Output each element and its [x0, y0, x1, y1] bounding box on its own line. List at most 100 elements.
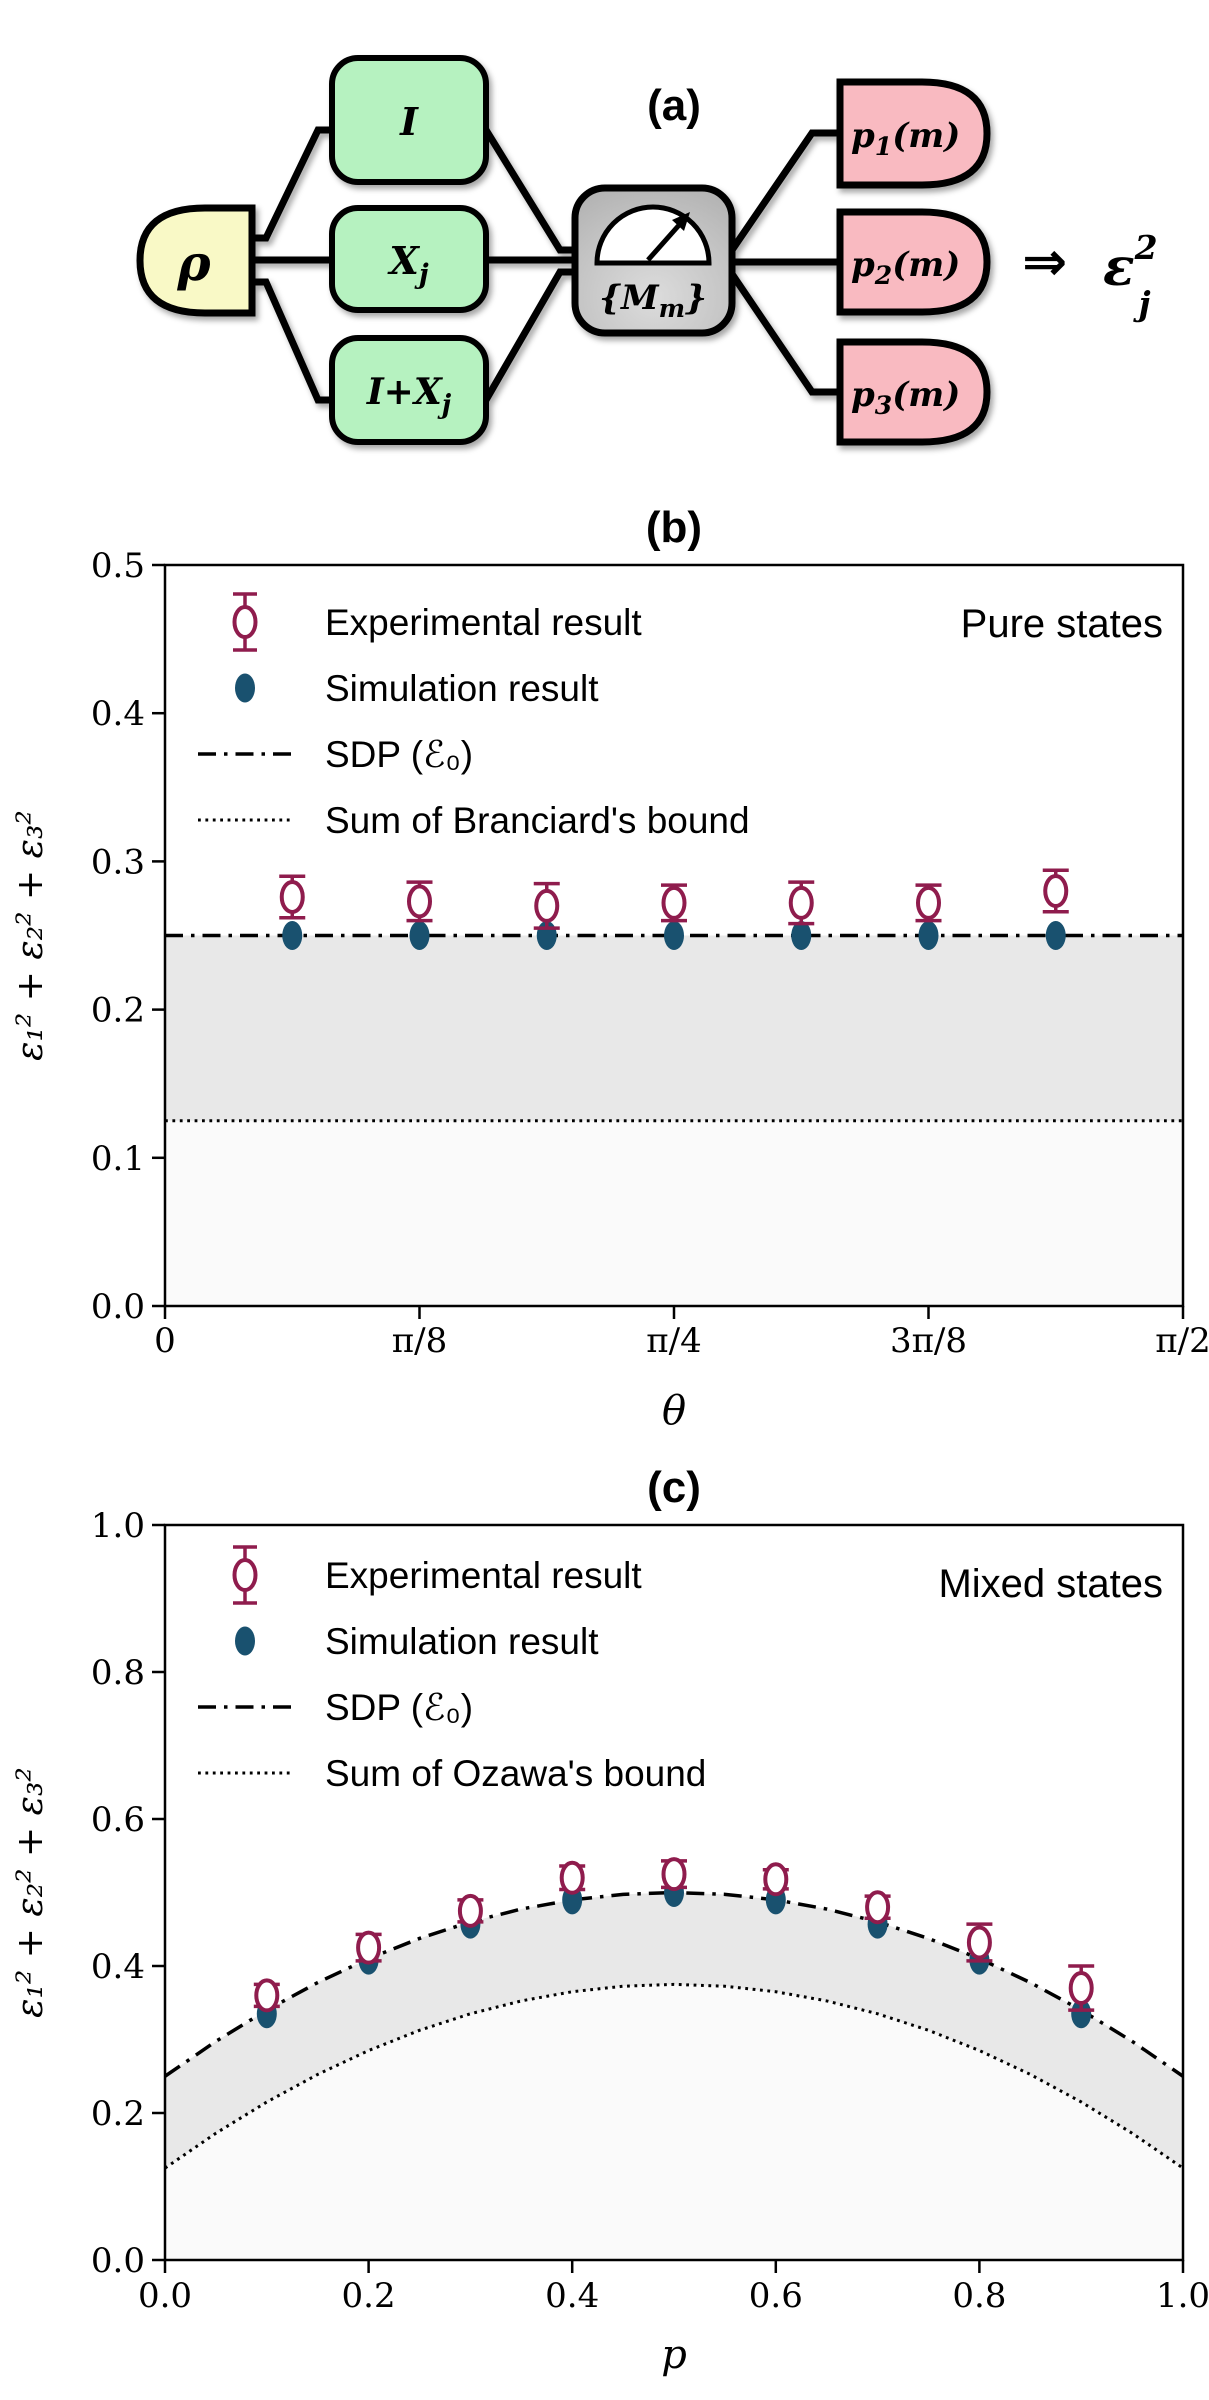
panel-a-title: (a)	[647, 81, 701, 130]
x-tick-label: π/8	[392, 1321, 447, 1361]
experimental-marker	[661, 885, 687, 920]
axis-title-x: θ	[662, 1388, 686, 1434]
panel-c-chart: 0.0 0.2 0.4 0.6 0.8 1.0 0.0 0.2 0.4 0.6 0.8 1.0 (c) M…	[10, 1463, 1209, 2378]
x-tick-label: 0.0	[138, 2276, 192, 2316]
simulation-marker	[918, 921, 939, 950]
legend-label: SDP (ℰ₀)	[325, 1687, 473, 1728]
y-tick-label: 0.0	[91, 1287, 145, 1327]
x-tick-label: 0.8	[952, 2276, 1006, 2316]
experimental-marker	[916, 885, 941, 920]
experimental-marker	[356, 1930, 382, 1965]
panel-b-chart: 0 π/8 π/4 3π/8 π/2 0.0 0.1 0.2 0.3 0.4 0.5 (b) Pure …	[10, 503, 1209, 1434]
detector-p3-label: p3(m)	[851, 375, 960, 420]
result-epsilon-label: ε2 j	[1103, 228, 1158, 323]
legend-item-dot: Simulation result	[235, 668, 599, 709]
panel-title: (c)	[647, 1463, 701, 1512]
gate-ixj-label: I+Xj	[366, 371, 452, 420]
y-tick-label: 0.4	[91, 694, 145, 734]
experimental-marker	[763, 1862, 789, 1897]
legend-experimental-marker	[232, 1558, 258, 1592]
measurement-label: {Mm}	[599, 278, 707, 323]
corner-label: Mixed states	[938, 1562, 1163, 1606]
corner-label: Pure states	[961, 602, 1163, 646]
experimental-marker	[966, 1925, 992, 1960]
axis-title-y: ε₁² + ε₂² + ε₃²	[10, 810, 51, 1061]
simulation-marker	[664, 921, 684, 950]
gate-xj-label: Xj	[387, 238, 428, 290]
shaded-region-between	[165, 935, 1183, 1121]
x-tick-label: 0.2	[342, 2276, 396, 2316]
y-tick-label: 0.4	[91, 1947, 145, 1987]
simulation-marker	[1045, 921, 1066, 950]
detector-p1-shape	[836, 78, 991, 189]
simulation-marker	[409, 921, 430, 950]
legend-label: Sum of Branciard's bound	[325, 800, 750, 841]
legend-simulation-marker	[235, 1626, 255, 1656]
axis-title-y: ε₁² + ε₂² + ε₃²	[10, 1767, 51, 2018]
meter-needle-icon	[646, 222, 682, 262]
y-tick-label: 0.0	[91, 2241, 145, 2281]
legend-item-errorbar: Experimental result	[232, 1545, 642, 1605]
experimental-marker	[534, 888, 560, 923]
sdp-line	[164, 1890, 1184, 2078]
legend-label: SDP (ℰ₀)	[325, 734, 473, 775]
experimental-marker	[559, 1860, 585, 1895]
shaded-region-below	[165, 1120, 1183, 1306]
experimental-marker	[1068, 1971, 1094, 2006]
x-tick-label: π/4	[646, 1321, 701, 1361]
legend-simulation-marker	[235, 673, 255, 703]
y-tick-label: 0.2	[91, 2094, 145, 2134]
y-tick-label: 0.5	[91, 546, 145, 586]
legend-label: Experimental result	[325, 602, 642, 643]
legend-item-dashdot: SDP (ℰ₀)	[198, 734, 473, 775]
circuit-wires	[252, 126, 840, 404]
bound-line	[164, 1982, 1184, 2170]
gate-identity-box	[329, 55, 489, 185]
experimental-marker	[279, 879, 305, 914]
legend-label: Simulation result	[325, 668, 599, 709]
x-tick-label: 0.4	[545, 2276, 599, 2316]
panel-title: (b)	[646, 503, 702, 552]
state-rho-shape	[136, 204, 256, 317]
experimental-marker	[254, 1978, 280, 2013]
simulation-marker	[282, 921, 303, 950]
shaded-region-between	[165, 1892, 1183, 2169]
experimental-marker	[865, 1890, 891, 1925]
gate-ixj-box	[329, 335, 489, 445]
gate-xj-box	[329, 205, 489, 313]
y-tick-label: 0.1	[91, 1139, 145, 1179]
legend-item-dot: Simulation result	[235, 1621, 599, 1662]
y-tick-label: 0.6	[91, 1800, 145, 1840]
experimental-marker	[661, 1857, 687, 1892]
legend-item-dashdot: SDP (ℰ₀)	[198, 1687, 473, 1728]
x-tick-label: 3π/8	[890, 1321, 967, 1361]
legend-label: Simulation result	[325, 1621, 599, 1662]
meter-needle-arrowhead-icon	[672, 212, 690, 231]
x-tick-label: 0	[154, 1321, 176, 1361]
experimental-marker	[457, 1893, 483, 1928]
x-tick-label: 0.6	[749, 2276, 803, 2316]
legend-label: Sum of Ozawa's bound	[325, 1753, 706, 1794]
experimental-marker	[1043, 874, 1069, 909]
detector-p1-label: p1(m)	[851, 116, 960, 161]
y-tick-label: 1.0	[91, 1506, 145, 1546]
legend-label: Experimental result	[325, 1555, 642, 1596]
implies-arrow-icon: ⇒	[1022, 230, 1067, 293]
gate-identity-label: I	[399, 99, 419, 144]
legend-experimental-marker	[232, 605, 258, 639]
y-tick-label: 0.2	[91, 991, 145, 1031]
legend-item-errorbar: Experimental result	[232, 592, 642, 652]
axis-title-x: p	[661, 2332, 687, 2378]
y-tick-label: 0.3	[91, 842, 145, 882]
legend-item-dotted: Sum of Ozawa's bound	[198, 1753, 706, 1794]
plot-frame	[163, 1523, 1185, 2262]
panel-a-diagram: (a)	[136, 55, 1158, 446]
shaded-region-below	[165, 1984, 1183, 2260]
detector-p2-label: p2(m)	[851, 245, 960, 290]
simulation-marker	[791, 921, 812, 950]
x-tick-label: π/2	[1155, 1321, 1209, 1361]
detector-p2-shape	[836, 208, 991, 316]
legend-item-dotted: Sum of Branciard's bound	[198, 800, 750, 841]
experimental-marker	[788, 885, 814, 920]
